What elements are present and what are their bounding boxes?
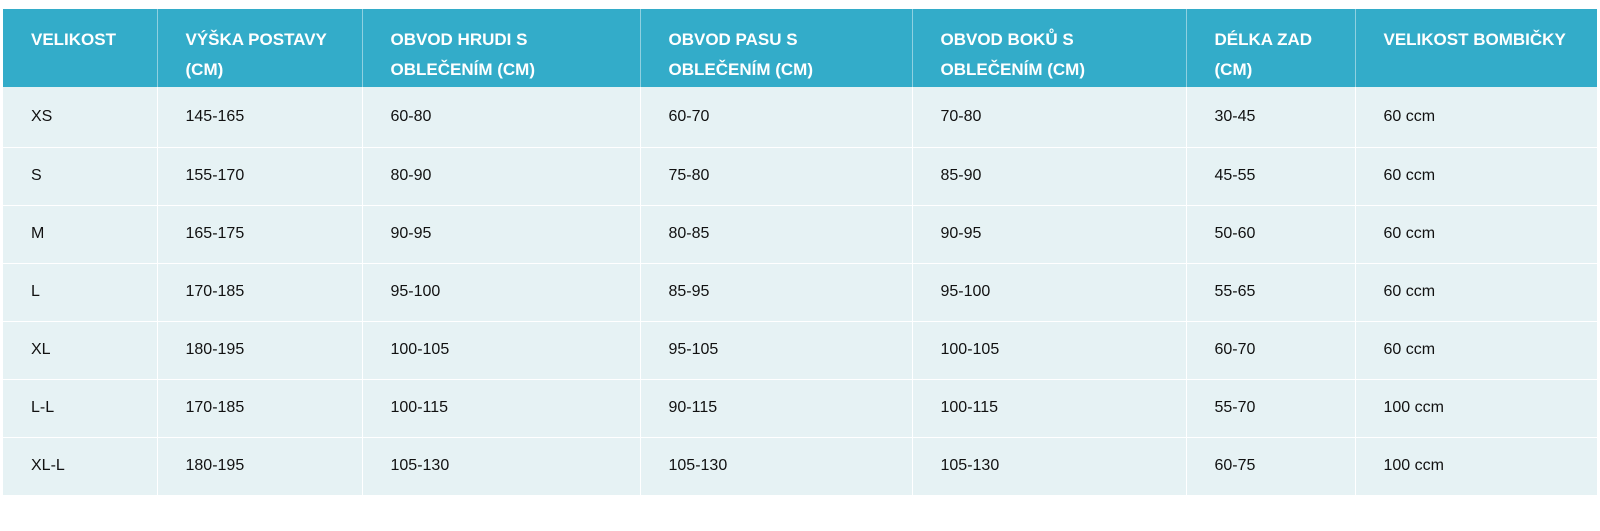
cell-height: 165-175 <box>157 205 363 264</box>
cell-back-length: 60-75 <box>1186 437 1356 496</box>
cell-back-length: 60-70 <box>1186 321 1356 380</box>
cell-back-length: 30-45 <box>1186 87 1356 148</box>
cell-cartridge-size: 60 ccm <box>1355 321 1597 380</box>
cell-waist: 75-80 <box>640 147 913 206</box>
cell-height: 170-185 <box>157 263 363 322</box>
header-height: VÝŠKA POSTAVY (CM) <box>157 9 363 87</box>
cell-hips: 100-105 <box>912 321 1187 380</box>
table-row: S 155-170 80-90 75-80 85-90 45-55 60 ccm <box>3 147 1597 206</box>
cell-size: XS <box>3 87 158 148</box>
cell-size: XL <box>3 321 158 380</box>
size-chart-table: VELIKOST VÝŠKA POSTAVY (CM) OBVOD HRUDI … <box>3 9 1597 496</box>
header-cartridge-size: VELIKOST BOMBIČKY <box>1355 9 1597 87</box>
table-row: L 170-185 95-100 85-95 95-100 55-65 60 c… <box>3 263 1597 322</box>
cell-cartridge-size: 60 ccm <box>1355 205 1597 264</box>
cell-waist: 85-95 <box>640 263 913 322</box>
cell-chest: 80-90 <box>362 147 641 206</box>
cell-waist: 105-130 <box>640 437 913 496</box>
cell-size: M <box>3 205 158 264</box>
cell-cartridge-size: 100 ccm <box>1355 379 1597 438</box>
table-row: M 165-175 90-95 80-85 90-95 50-60 60 ccm <box>3 205 1597 264</box>
cell-hips: 90-95 <box>912 205 1187 264</box>
cell-cartridge-size: 60 ccm <box>1355 87 1597 148</box>
table-row: XL 180-195 100-105 95-105 100-105 60-70 … <box>3 321 1597 380</box>
cell-cartridge-size: 60 ccm <box>1355 263 1597 322</box>
cell-cartridge-size: 100 ccm <box>1355 437 1597 496</box>
cell-hips: 70-80 <box>912 87 1187 148</box>
cell-chest: 90-95 <box>362 205 641 264</box>
header-hips: OBVOD BOKŮ S OBLEČENÍM (CM) <box>912 9 1187 87</box>
cell-waist: 60-70 <box>640 87 913 148</box>
cell-waist: 90-115 <box>640 379 913 438</box>
cell-hips: 105-130 <box>912 437 1187 496</box>
table-row: L-L 170-185 100-115 90-115 100-115 55-70… <box>3 379 1597 438</box>
table-body: XS 145-165 60-80 60-70 70-80 30-45 60 cc… <box>3 87 1597 496</box>
cell-chest: 100-105 <box>362 321 641 380</box>
cell-hips: 100-115 <box>912 379 1187 438</box>
cell-height: 180-195 <box>157 437 363 496</box>
cell-height: 180-195 <box>157 321 363 380</box>
cell-waist: 80-85 <box>640 205 913 264</box>
cell-back-length: 55-70 <box>1186 379 1356 438</box>
header-size: VELIKOST <box>3 9 158 87</box>
cell-hips: 85-90 <box>912 147 1187 206</box>
cell-height: 155-170 <box>157 147 363 206</box>
header-waist: OBVOD PASU S OBLEČENÍM (CM) <box>640 9 913 87</box>
cell-height: 170-185 <box>157 379 363 438</box>
cell-back-length: 55-65 <box>1186 263 1356 322</box>
cell-height: 145-165 <box>157 87 363 148</box>
header-chest: OBVOD HRUDI S OBLEČENÍM (CM) <box>362 9 641 87</box>
cell-size: S <box>3 147 158 206</box>
cell-chest: 95-100 <box>362 263 641 322</box>
cell-cartridge-size: 60 ccm <box>1355 147 1597 206</box>
table-row: XL-L 180-195 105-130 105-130 105-130 60-… <box>3 437 1597 496</box>
cell-chest: 100-115 <box>362 379 641 438</box>
cell-chest: 105-130 <box>362 437 641 496</box>
table-header: VELIKOST VÝŠKA POSTAVY (CM) OBVOD HRUDI … <box>3 9 1597 87</box>
cell-size: L <box>3 263 158 322</box>
header-row: VELIKOST VÝŠKA POSTAVY (CM) OBVOD HRUDI … <box>3 9 1597 87</box>
header-back-length: DÉLKA ZAD (CM) <box>1186 9 1356 87</box>
table-row: XS 145-165 60-80 60-70 70-80 30-45 60 cc… <box>3 87 1597 148</box>
cell-size: XL-L <box>3 437 158 496</box>
cell-back-length: 45-55 <box>1186 147 1356 206</box>
cell-chest: 60-80 <box>362 87 641 148</box>
cell-size: L-L <box>3 379 158 438</box>
cell-hips: 95-100 <box>912 263 1187 322</box>
cell-back-length: 50-60 <box>1186 205 1356 264</box>
cell-waist: 95-105 <box>640 321 913 380</box>
